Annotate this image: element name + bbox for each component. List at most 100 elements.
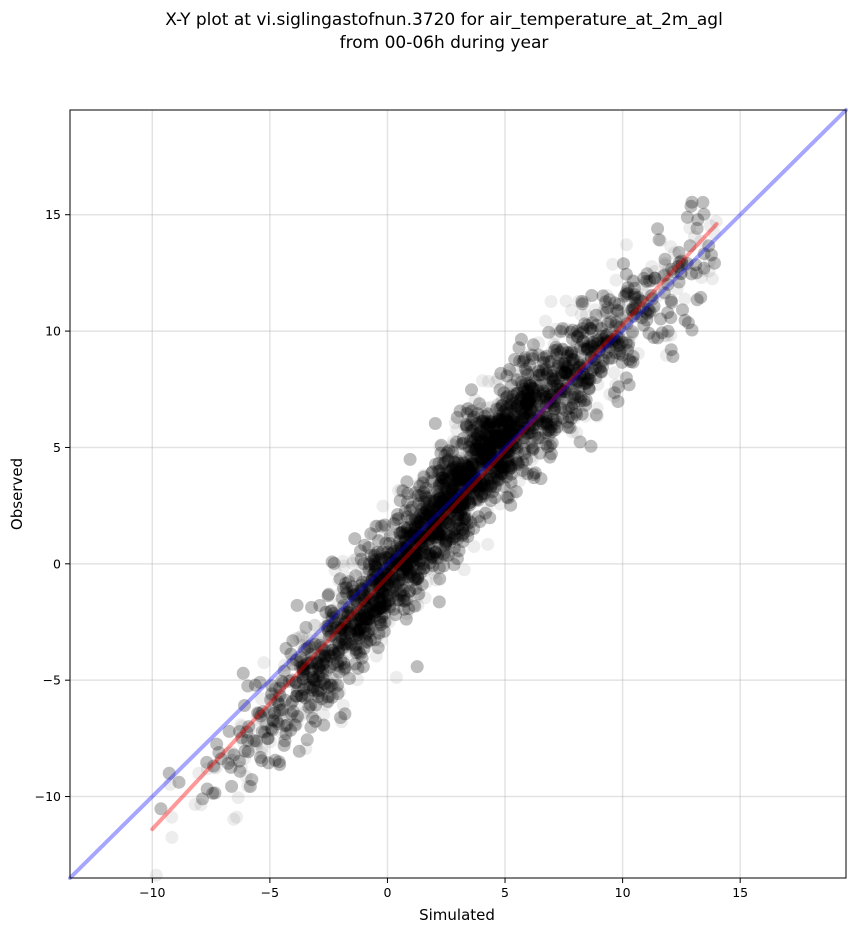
scatter-point xyxy=(255,741,269,755)
scatter-point xyxy=(573,383,587,397)
scatter-point xyxy=(522,391,536,405)
scatter-point xyxy=(626,327,640,341)
scatter-point xyxy=(549,322,563,336)
scatter-point xyxy=(296,662,310,676)
scatter-point xyxy=(546,381,560,395)
scatter-point xyxy=(254,712,268,726)
scatter-point xyxy=(413,515,427,529)
scatter-point xyxy=(476,374,489,388)
scatter-point xyxy=(435,496,449,510)
scatter-point xyxy=(524,400,537,414)
scatter-point xyxy=(501,399,514,413)
scatter-point xyxy=(504,480,518,494)
scatter-point xyxy=(358,582,372,596)
scatter-point xyxy=(389,670,403,684)
scatter-point xyxy=(506,434,520,448)
scatter-point xyxy=(163,777,177,791)
scatter-point xyxy=(565,425,579,439)
scatter-point xyxy=(512,474,526,488)
scatter-point xyxy=(546,374,560,388)
scatter-point xyxy=(325,624,339,638)
scatter-point xyxy=(470,460,484,473)
scatter-point xyxy=(524,347,538,360)
scatter-point xyxy=(580,368,594,382)
scatter-point xyxy=(536,385,550,399)
scatter-point xyxy=(457,438,471,451)
scatter-point xyxy=(272,687,286,701)
scatter-point xyxy=(599,348,613,362)
scatter-point xyxy=(295,675,309,689)
scatter-point xyxy=(463,463,477,477)
scatter-point xyxy=(486,429,500,443)
scatter-point xyxy=(594,356,608,370)
scatter-point xyxy=(566,345,580,359)
scatter-point xyxy=(355,612,369,625)
scatter-point xyxy=(548,385,562,399)
scatter-point xyxy=(503,488,517,502)
scatter-point xyxy=(474,425,487,439)
scatter-point xyxy=(560,397,574,411)
scatter-point xyxy=(355,585,369,599)
scatter-point xyxy=(695,271,708,284)
scatter-point xyxy=(674,265,688,279)
scatter-point xyxy=(505,412,519,426)
scatter-point xyxy=(607,366,621,380)
scatter-point xyxy=(366,579,380,593)
scatter-point xyxy=(502,456,516,470)
scatter-point xyxy=(418,505,432,519)
scatter-point xyxy=(337,559,351,573)
scatter-point xyxy=(517,392,531,406)
scatter-point xyxy=(425,509,439,523)
scatter-point xyxy=(466,476,479,490)
scatter-point xyxy=(387,545,401,559)
scatter-point xyxy=(258,717,272,731)
scatter-point xyxy=(552,390,566,404)
scatter-point xyxy=(544,423,558,437)
scatter-point xyxy=(359,616,373,630)
scatter-point xyxy=(390,563,404,577)
scatter-point xyxy=(397,574,411,588)
scatter-point xyxy=(621,306,635,320)
scatter-point xyxy=(423,535,437,549)
scatter-point xyxy=(467,454,481,468)
scatter-point xyxy=(442,504,455,518)
scatter-point xyxy=(436,511,450,525)
scatter-point xyxy=(468,393,482,407)
scatter-point xyxy=(257,656,271,670)
scatter-point xyxy=(547,399,560,413)
scatter-point xyxy=(629,292,643,306)
scatter-point xyxy=(459,477,473,491)
scatter-point xyxy=(382,602,396,616)
scatter-point xyxy=(463,498,477,512)
scatter-point xyxy=(424,539,438,553)
scatter-point xyxy=(497,431,511,445)
scatter-point xyxy=(438,467,452,480)
scatter-point xyxy=(491,398,504,412)
scatter-point xyxy=(400,559,414,573)
scatter-point xyxy=(325,672,339,686)
scatter-point xyxy=(598,297,612,311)
scatter-point xyxy=(360,619,374,633)
scatter-point xyxy=(603,352,616,366)
scatter-point xyxy=(445,490,459,504)
scatter-point xyxy=(408,568,421,582)
scatter-point xyxy=(307,657,321,670)
scatter-point xyxy=(466,470,480,484)
scatter-point xyxy=(521,384,535,398)
scatter-point xyxy=(463,474,477,488)
scatter-point xyxy=(598,328,611,342)
scatter-point xyxy=(412,546,425,560)
scatter-point xyxy=(414,506,428,520)
scatter-point xyxy=(418,545,432,559)
scatter-point xyxy=(476,454,490,468)
scatter-point xyxy=(408,509,422,523)
scatter-point xyxy=(525,401,539,415)
scatter-point xyxy=(340,621,354,634)
scatter-point xyxy=(532,365,546,379)
scatter-point xyxy=(390,590,404,604)
scatter-point xyxy=(661,263,675,277)
scatter-point xyxy=(497,458,511,472)
scatter-point xyxy=(709,215,723,228)
scatter-point xyxy=(547,377,561,391)
scatter-point xyxy=(448,546,462,560)
